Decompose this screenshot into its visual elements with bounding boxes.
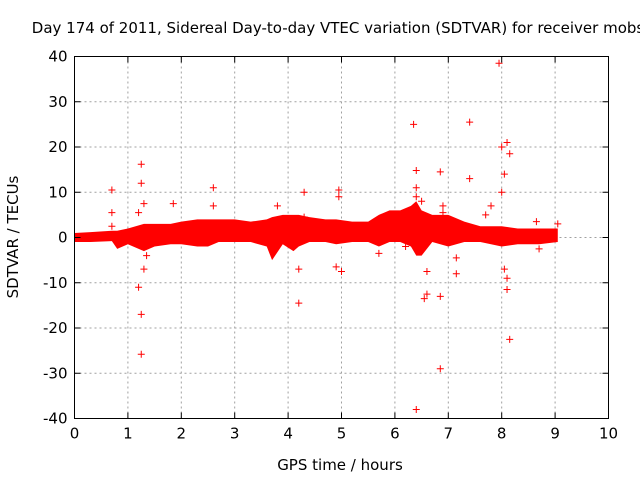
axis-ticks: 0 1 2 3 4 5 6 7 8 9 10 -40 -30 -20 -10 0 10 20 30 40	[43, 48, 618, 443]
data-point	[108, 209, 116, 217]
data-point	[300, 188, 308, 196]
x-tick-label: 1	[123, 425, 133, 443]
data-point	[209, 184, 217, 192]
data-point	[535, 245, 543, 253]
dense-band-area	[74, 201, 558, 261]
x-tick-label: 8	[497, 425, 507, 443]
data-point	[418, 197, 426, 205]
data-point	[332, 263, 340, 271]
chart-title: Day 174 of 2011, Sidereal Day-to-day VTE…	[32, 19, 640, 37]
data-point	[295, 265, 303, 273]
x-tick-label: 9	[550, 425, 560, 443]
data-point	[498, 188, 506, 196]
data-point	[137, 350, 145, 358]
data-point	[420, 295, 428, 303]
data-point	[503, 138, 511, 146]
x-tick-label: 10	[599, 425, 618, 443]
data-point	[495, 59, 503, 67]
x-tick-label: 0	[70, 425, 80, 443]
data-point	[506, 335, 514, 343]
data-point	[300, 213, 308, 221]
y-tick-label: 10	[48, 183, 67, 201]
y-tick-label: 40	[48, 48, 67, 66]
data-point	[423, 290, 431, 298]
data-point	[375, 249, 383, 257]
y-tick-label: 30	[48, 93, 67, 111]
data-point	[466, 175, 474, 183]
y-tick-label: 20	[48, 138, 67, 156]
x-tick-label: 4	[283, 425, 293, 443]
data-point	[503, 286, 511, 294]
data-point	[410, 120, 418, 128]
data-point	[482, 211, 490, 219]
y-tick-label: -40	[43, 410, 68, 428]
y-tick-label: -10	[43, 274, 68, 292]
data-point	[439, 209, 447, 217]
data-point	[412, 167, 420, 175]
outlier-points	[108, 59, 562, 413]
data-point	[412, 184, 420, 192]
data-point	[436, 292, 444, 300]
data-point	[452, 270, 460, 278]
data-point	[135, 209, 143, 217]
x-tick-label: 2	[177, 425, 187, 443]
data-point	[439, 202, 447, 210]
data-point	[209, 202, 217, 210]
y-axis-label: SDTVAR / TECUs	[4, 175, 22, 298]
data-point	[436, 168, 444, 176]
data-point	[554, 220, 562, 228]
data-point	[135, 283, 143, 291]
data-point	[140, 200, 148, 208]
data-point	[412, 405, 420, 413]
x-tick-label: 6	[390, 425, 400, 443]
data-point	[500, 170, 508, 178]
x-tick-label: 7	[444, 425, 454, 443]
data-point	[498, 143, 506, 151]
data-point	[506, 150, 514, 158]
data-point	[412, 193, 420, 201]
data-point	[137, 179, 145, 187]
data-point	[273, 202, 281, 210]
dense-data-band	[74, 201, 558, 261]
data-point	[137, 310, 145, 318]
data-point	[452, 254, 460, 262]
data-point	[436, 365, 444, 373]
data-point	[295, 299, 303, 307]
data-point	[500, 265, 508, 273]
data-point	[532, 218, 540, 226]
y-tick-label: -20	[43, 319, 68, 337]
data-point	[169, 200, 177, 208]
x-tick-label: 5	[337, 425, 347, 443]
data-point	[108, 222, 116, 230]
x-axis-label: GPS time / hours	[277, 456, 403, 474]
data-point	[338, 267, 345, 275]
data-point	[335, 193, 343, 201]
data-point	[423, 267, 431, 275]
data-point	[402, 243, 410, 251]
y-tick-label: -30	[43, 364, 68, 382]
plot-frame	[74, 56, 609, 419]
data-point	[143, 252, 151, 260]
x-tick-label: 3	[230, 425, 240, 443]
data-point	[108, 186, 116, 194]
data-point	[503, 274, 511, 282]
data-point	[335, 186, 343, 194]
y-tick-label: 0	[58, 229, 68, 247]
data-point	[140, 265, 148, 273]
data-point	[466, 118, 474, 126]
data-point	[137, 160, 145, 168]
data-point	[487, 202, 495, 210]
